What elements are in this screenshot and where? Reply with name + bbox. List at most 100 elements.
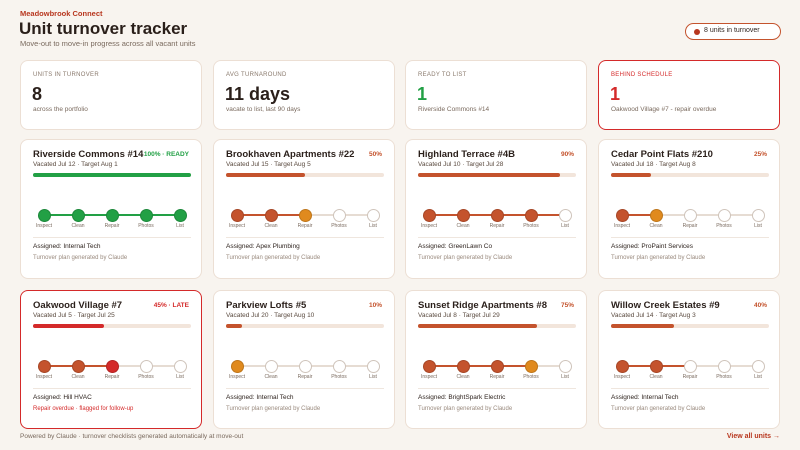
step-label: List xyxy=(176,223,184,229)
step-connector xyxy=(237,365,271,367)
unit-card[interactable]: Oakwood Village #7 45% · LATE Vacated Jul … xyxy=(20,290,202,429)
unit-note: Turnover plan generated by Claude xyxy=(418,255,513,261)
step-dot xyxy=(490,208,504,222)
step-connector xyxy=(724,365,758,367)
step-label: Photos xyxy=(138,223,154,229)
step-connector xyxy=(44,214,78,216)
assigned: Assigned: ProPaint Services xyxy=(611,243,694,250)
progress-bar xyxy=(418,324,537,328)
kpi-card: READY TO LIST 1 Riverside Commons #14 xyxy=(405,60,587,130)
kpi-value: 11 days xyxy=(225,84,291,104)
unit-card[interactable]: Brookhaven Apartments #22 50% Vacated Jul … xyxy=(213,139,395,279)
step-dot xyxy=(37,208,51,222)
step-label: List xyxy=(369,374,377,380)
unit-card[interactable]: Highland Terrace #4B 90% Vacated Jul 10 · … xyxy=(405,139,587,279)
progress-bar xyxy=(611,324,675,328)
step-label: List xyxy=(561,223,569,229)
kpi-label: BEHIND SCHEDULE xyxy=(611,72,673,78)
step-connector xyxy=(237,214,271,216)
step-dot xyxy=(105,359,119,373)
step-dot xyxy=(558,359,572,373)
step-label: List xyxy=(369,223,377,229)
step-connector xyxy=(78,365,112,367)
unit-card[interactable]: Willow Creek Estates #9 40% Vacated Jul 14… xyxy=(598,290,780,429)
step-connector xyxy=(497,365,531,367)
unit-note: Turnover plan generated by Claude xyxy=(226,406,321,412)
assigned: Assigned: Internal Tech xyxy=(226,394,294,401)
step-dot xyxy=(615,208,629,222)
step-label: List xyxy=(754,374,762,380)
step-label: Photos xyxy=(523,374,539,380)
step-connector xyxy=(339,214,373,216)
step-label: Photos xyxy=(716,374,732,380)
step-dot xyxy=(332,208,346,222)
progress-label: 25% xyxy=(753,151,767,158)
unit-dates: Vacated Jul 15 · Target Aug 5 xyxy=(226,161,311,168)
step-connector xyxy=(271,365,305,367)
progress-track xyxy=(226,173,384,177)
unit-card[interactable]: Cedar Point Flats #210 25% Vacated Jul 18 … xyxy=(598,139,780,279)
unit-note: Turnover plan generated by Claude xyxy=(226,255,321,261)
title: Unit turnover tracker xyxy=(19,19,188,38)
badge-dot xyxy=(694,28,700,35)
divider xyxy=(33,237,191,238)
footer-text: Powered by Claude · turnover checklists … xyxy=(20,433,244,440)
step-dot xyxy=(717,359,731,373)
step-connector xyxy=(690,214,724,216)
unit-dates: Vacated Jul 18 · Target Aug 8 xyxy=(611,161,696,168)
progress-label: 45% · LATE xyxy=(153,302,189,309)
step-dot xyxy=(298,208,312,222)
step-label: Repair xyxy=(297,223,313,229)
step-label: Repair xyxy=(104,374,120,380)
unit-name: Brookhaven Apartments #22 xyxy=(226,149,355,160)
step-connector xyxy=(271,214,305,216)
view-all-link[interactable]: View all units → xyxy=(726,433,780,440)
step-label: List xyxy=(176,374,184,380)
unit-note: Repair overdue · flagged for follow-up xyxy=(33,406,134,412)
step-label: Clean xyxy=(649,374,663,380)
step-connector xyxy=(429,214,463,216)
divider xyxy=(226,388,384,389)
kpi-card: AVG TURNAROUND 11 days vacate to list, las… xyxy=(213,60,395,130)
step-connector xyxy=(112,214,146,216)
progress-bar xyxy=(418,173,561,177)
unit-dates: Vacated Jul 20 · Target Aug 10 xyxy=(226,312,315,319)
step-connector xyxy=(656,214,690,216)
unit-card[interactable]: Sunset Ridge Apartments #8 75% Vacated Jul… xyxy=(405,290,587,429)
step-connector xyxy=(622,365,656,367)
step-label: Clean xyxy=(71,374,85,380)
unit-dates: Vacated Jul 5 · Target Jul 25 xyxy=(33,312,115,319)
step-dot xyxy=(456,359,470,373)
step-connector xyxy=(531,214,565,216)
step-label: Repair xyxy=(489,374,505,380)
progress-track xyxy=(611,173,769,177)
step-dot xyxy=(558,208,572,222)
progress-track xyxy=(33,173,191,177)
divider xyxy=(611,237,769,238)
unit-card[interactable]: Parkview Lofts #5 10% Vacated Jul 20 · Tar… xyxy=(213,290,395,429)
step-dot xyxy=(649,208,663,222)
step-label: Inspect xyxy=(35,374,53,380)
step-label: Clean xyxy=(456,223,470,229)
step-dot xyxy=(524,208,538,222)
step-connector xyxy=(622,214,656,216)
unit-note: Turnover plan generated by Claude xyxy=(611,406,706,412)
unit-note: Turnover plan generated by Claude xyxy=(611,255,706,261)
progress-bar xyxy=(33,173,191,177)
progress-label: 40% xyxy=(753,302,767,309)
step-label: Inspect xyxy=(613,223,631,229)
assigned: Assigned: Apex Plumbing xyxy=(226,243,300,250)
kpi-value: 1 xyxy=(610,84,621,104)
step-dot xyxy=(139,208,153,222)
step-dot xyxy=(264,359,278,373)
divider xyxy=(226,237,384,238)
step-connector xyxy=(112,365,146,367)
kpi-caption: Oakwood Village #7 - repair overdue xyxy=(611,106,717,113)
unit-card[interactable]: Riverside Commons #14 100% · READY Vacated… xyxy=(20,139,202,279)
kpi-label: AVG TURNAROUND xyxy=(226,72,287,78)
step-dot xyxy=(649,359,663,373)
progress-bar xyxy=(226,324,242,328)
step-connector xyxy=(656,365,690,367)
step-dot xyxy=(366,208,380,222)
step-label: Photos xyxy=(523,223,539,229)
